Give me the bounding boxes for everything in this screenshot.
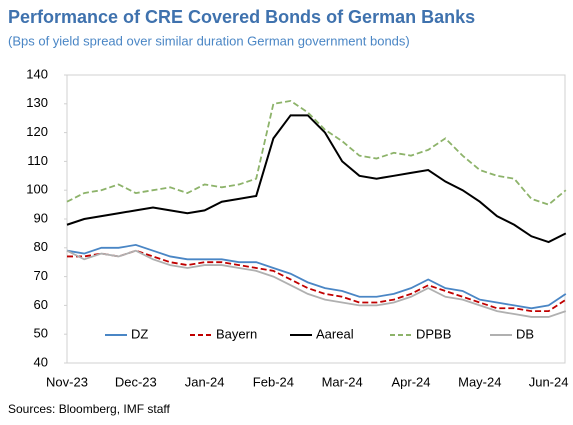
y-tick-label: 130 <box>26 95 48 110</box>
y-tick-label: 80 <box>34 239 48 254</box>
x-tick-label: Feb-24 <box>253 374 294 389</box>
chart-title: Performance of CRE Covered Bonds of Germ… <box>8 7 475 27</box>
x-tick-label: Nov-23 <box>46 374 88 389</box>
plot-frame <box>66 74 566 364</box>
y-tick-label: 50 <box>34 326 48 341</box>
series-line <box>67 249 567 313</box>
y-tick-label: 120 <box>26 124 48 139</box>
y-tick-label: 100 <box>26 182 48 197</box>
y-tick-label: 60 <box>34 297 48 312</box>
chart-subtitle: (Bps of yield spread over similar durati… <box>8 33 410 48</box>
y-tick-label: 110 <box>27 153 48 168</box>
legend-label: DB <box>516 326 534 341</box>
x-tick-label: Jun-24 <box>529 374 569 389</box>
legend-label: Bayern <box>216 326 257 341</box>
series-line <box>66 243 567 310</box>
x-tick-label: Apr-24 <box>391 374 430 389</box>
x-tick-label: Jan-24 <box>185 374 225 389</box>
y-tick-label: 40 <box>34 354 48 369</box>
x-tick-label: Mar-24 <box>322 374 363 389</box>
x-tick-label: Dec-23 <box>115 374 157 389</box>
series-line <box>66 114 567 244</box>
y-tick-label: 90 <box>34 210 48 225</box>
y-tick-label: 140 <box>26 66 48 81</box>
series-line <box>66 249 567 318</box>
series-line <box>66 99 567 206</box>
legend-label: Aareal <box>316 326 354 341</box>
source: Sources: Bloomberg, IMF staff <box>8 402 171 416</box>
legend-label: DPBB <box>416 326 451 341</box>
y-tick-label: 70 <box>34 268 48 283</box>
legend-label: DZ <box>131 326 148 341</box>
x-tick-label: May-24 <box>458 374 501 389</box>
